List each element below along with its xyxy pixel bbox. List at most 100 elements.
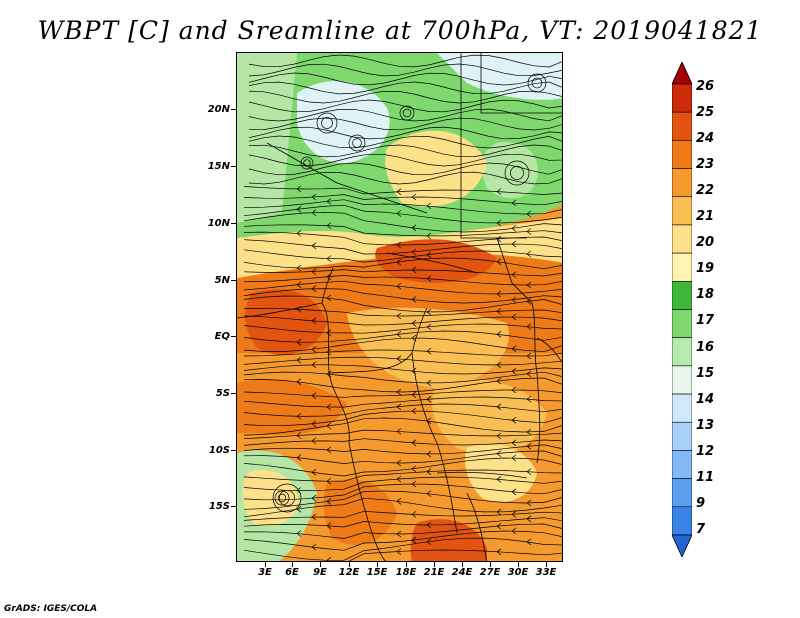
streamline-arrow [411,266,417,274]
lat-tick [231,450,236,451]
streamline-arrow [311,268,317,275]
colorbar-swatch [672,83,692,113]
streamline-arrow [311,193,317,201]
streamline-arrow [411,480,417,488]
streamline-eddy [316,112,338,134]
streamline-arrow [296,281,302,288]
streamline-arrow [511,240,517,248]
lon-label-21e: 21E [423,567,445,578]
lon-label-24e: 24E [451,567,473,578]
streamline [243,389,562,398]
streamline-arrow [426,251,432,258]
streamline [243,315,562,326]
lon-tick [320,562,321,567]
streamline [248,99,562,113]
lon-tick [434,562,435,567]
streamline-arrow [396,258,402,266]
colorbar [672,62,692,557]
streamline-arrow [396,530,402,538]
streamline-arrow [526,468,532,475]
coastline-path [466,492,488,561]
colorbar-label-23: 23 [696,157,715,172]
streamline-arrow [426,308,432,316]
colorbar-cap-bottom [672,534,692,557]
streamline [348,549,562,561]
streamline-arrow [296,185,302,193]
streamline-arrow [426,468,432,475]
colorbar-label-20: 20 [696,235,715,250]
colorbar-label-26: 26 [696,79,715,94]
colorbar-swatch [672,365,692,395]
streamline [243,371,562,384]
streamline-arrow [411,536,417,544]
map-canvas [237,53,562,561]
streamline [243,249,562,263]
streamline-arrow [326,446,332,454]
colorbar-label-21: 21 [696,209,715,224]
streamline-arrow [526,395,532,403]
streamline-arrow [426,323,432,331]
streamline [243,275,562,286]
streamline-arrow [411,334,417,342]
streamline-arrow [426,450,432,458]
streamline-arrow [296,206,302,213]
streamline-eddy [504,160,530,186]
streamline-eddy [272,483,302,513]
streamline [243,410,562,427]
streamline-arrow [311,543,317,551]
streamline [243,288,562,304]
lon-tick [349,562,350,567]
streamline-arrow [496,219,502,227]
streamline-arrow [426,538,432,546]
lon-tick [518,562,519,567]
streamline [243,212,562,233]
streamline-arrow [496,377,502,385]
streamline [248,171,562,185]
streamline-arrow [411,320,417,327]
streamline [243,517,562,528]
streamline-arrow [311,437,317,445]
streamline-arrow [326,477,332,485]
colorbar-label-13: 13 [696,418,715,433]
colorbar-label-14: 14 [696,392,715,407]
colorbar-swatch [672,140,692,169]
streamline-arrow [526,250,532,258]
streamline-arrow [396,459,402,467]
streamline-arrow [496,308,502,315]
colorbar-swatch [672,478,692,508]
streamline-arrow [311,209,317,216]
streamline [248,63,562,77]
streamline-arrow [311,513,317,521]
streamline-arrow [311,392,317,399]
streamline-arrow [511,313,517,321]
streamline [243,239,562,255]
colorbar-label-24: 24 [696,131,715,146]
lat-tick [231,393,236,394]
lat-tick [231,223,236,224]
streamline-arrow [496,508,502,516]
streamline-arrow [296,305,302,313]
streamline-arrow [411,224,417,232]
colorbar-swatch [672,281,692,310]
streamline [243,295,562,313]
lat-label-10n: 10N [207,218,230,229]
lat-tick [231,166,236,167]
lon-label-3e: 3E [258,567,272,578]
streamline-eddy [274,490,290,506]
lon-tick [490,562,491,567]
streamline-arrow [296,230,302,237]
streamline-arrow [426,202,432,210]
coastline-path [480,53,562,114]
colorbar-cap-top [672,62,692,85]
streamline-arrow [526,298,532,305]
lat-label-20n: 20N [207,104,230,115]
streamline [243,417,562,436]
streamline-arrow [526,370,532,378]
streamline-arrow [326,498,332,505]
streamline [248,81,562,95]
streamline-arrow [526,281,532,289]
streamline [243,530,562,551]
streamline-arrow [296,356,302,364]
streamline [243,438,562,446]
streamline-arrow [311,346,317,353]
